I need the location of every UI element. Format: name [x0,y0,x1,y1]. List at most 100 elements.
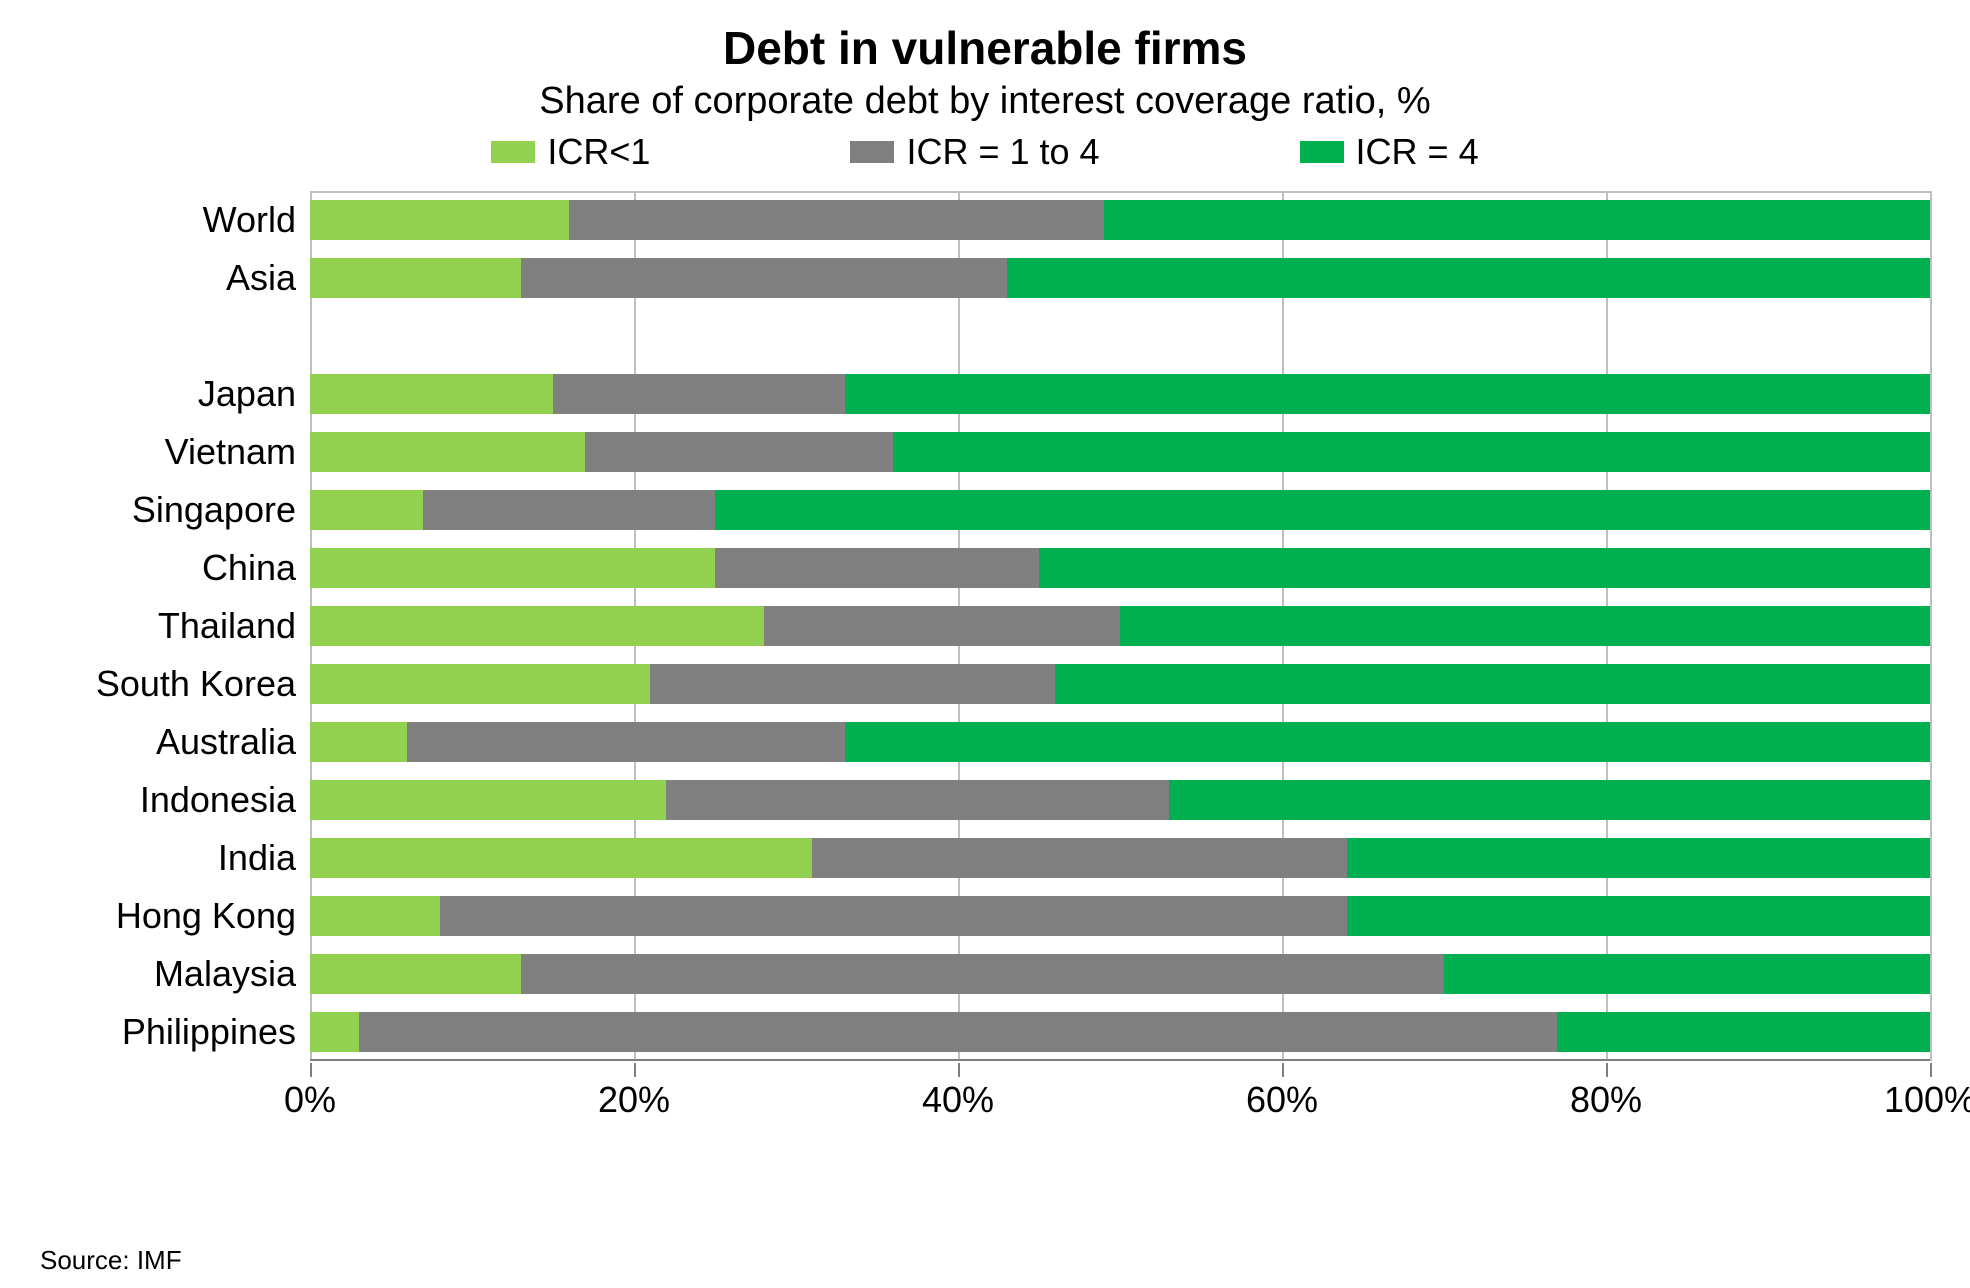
bar-row [310,423,1930,481]
y-axis-label: Thailand [158,597,296,655]
legend-item: ICR = 1 to 4 [850,131,1099,173]
x-axis-ticks: 0%20%40%60%80%100% [310,1063,1930,1123]
bar-segment [1347,896,1930,936]
y-axis-label: China [202,539,296,597]
stacked-bar [310,258,1930,298]
x-tick-label: 20% [598,1079,670,1121]
x-tick-mark [310,1063,312,1077]
bar-segment [310,432,585,472]
y-axis-label: World [203,191,296,249]
y-axis-label: India [218,829,296,887]
legend-swatch [1300,141,1344,163]
bar-segment [310,722,407,762]
bar-segment [310,200,569,240]
stacked-bar [310,548,1930,588]
stacked-bar [310,374,1930,414]
x-tick-mark [1930,1063,1932,1077]
y-axis-labels: WorldAsia JapanVietnamSingaporeChinaThail… [40,191,310,1061]
bar-segment [893,432,1930,472]
bar-segment [1007,258,1930,298]
x-tick-label: 0% [284,1079,336,1121]
legend-item: ICR<1 [491,131,650,173]
legend-item: ICR = 4 [1300,131,1479,173]
chart-source: Source: IMF [40,1245,182,1276]
x-tick-label: 100% [1884,1079,1970,1121]
bar-segment [440,896,1347,936]
bar-segment [1347,838,1930,878]
bar-segment [715,490,1930,530]
bar-segment [310,548,715,588]
bar-segment [1444,954,1930,994]
stacked-bar [310,490,1930,530]
bar-row [310,887,1930,945]
y-axis-label: Vietnam [165,423,296,481]
y-axis-label: Philippines [122,1003,296,1061]
stacked-bar [310,432,1930,472]
stacked-bar [310,780,1930,820]
x-tick-label: 60% [1246,1079,1318,1121]
legend-label: ICR = 4 [1356,131,1479,173]
bar-segment [521,258,1007,298]
x-tick-label: 80% [1570,1079,1642,1121]
legend-label: ICR<1 [547,131,650,173]
stacked-bar [310,606,1930,646]
bar-row [310,829,1930,887]
chart-container: Debt in vulnerable firms Share of corpor… [0,0,1970,1288]
bar-segment [812,838,1347,878]
y-axis-label: Asia [226,249,296,307]
stacked-bar [310,896,1930,936]
x-tick-mark [1606,1063,1608,1077]
bar-segment [1104,200,1930,240]
y-axis-label: Japan [198,365,296,423]
bar-row [310,771,1930,829]
stacked-bar [310,200,1930,240]
stacked-bar [310,1012,1930,1052]
bar-segment [310,374,553,414]
bars [310,191,1930,1061]
bar-segment [310,664,650,704]
bar-row [310,945,1930,1003]
bar-segment [407,722,844,762]
bar-row [310,481,1930,539]
bar-segment [310,490,423,530]
bar-row [310,655,1930,713]
y-axis-label: Malaysia [154,945,296,1003]
stacked-bar [310,722,1930,762]
bar-segment [715,548,1039,588]
chart-titles: Debt in vulnerable firms Share of corpor… [40,20,1930,125]
chart-legend: ICR<1 ICR = 1 to 4 ICR = 4 [40,131,1930,173]
bar-row [310,713,1930,771]
x-tick-label: 40% [922,1079,994,1121]
bar-segment [845,722,1930,762]
bar-segment [764,606,1120,646]
bar-segment [1557,1012,1930,1052]
bar-segment [650,664,1055,704]
plot-area: WorldAsia JapanVietnamSingaporeChinaThail… [40,191,1930,1061]
x-tick-mark [634,1063,636,1077]
grid-line [1930,191,1932,1061]
bar-row [310,1003,1930,1061]
bar-row [310,191,1930,249]
bar-row [310,249,1930,307]
bar-row [310,539,1930,597]
bar-segment [1055,664,1930,704]
bar-segment [310,780,666,820]
bar-segment [423,490,715,530]
bar-segment [845,374,1930,414]
x-axis-spacer [40,1063,310,1123]
y-axis-label: Singapore [132,481,296,539]
x-axis-line [310,1059,1930,1061]
bar-segment [310,606,764,646]
stacked-bar [310,838,1930,878]
bar-row [310,597,1930,655]
legend-label: ICR = 1 to 4 [906,131,1099,173]
axis-border [310,191,1930,193]
bar-segment [1039,548,1930,588]
legend-swatch [491,141,535,163]
x-axis: 0%20%40%60%80%100% [40,1063,1930,1123]
bar-segment [310,1012,359,1052]
bar-segment [310,896,440,936]
bar-segment [310,258,521,298]
bar-segment [1120,606,1930,646]
y-axis-label: Australia [156,713,296,771]
